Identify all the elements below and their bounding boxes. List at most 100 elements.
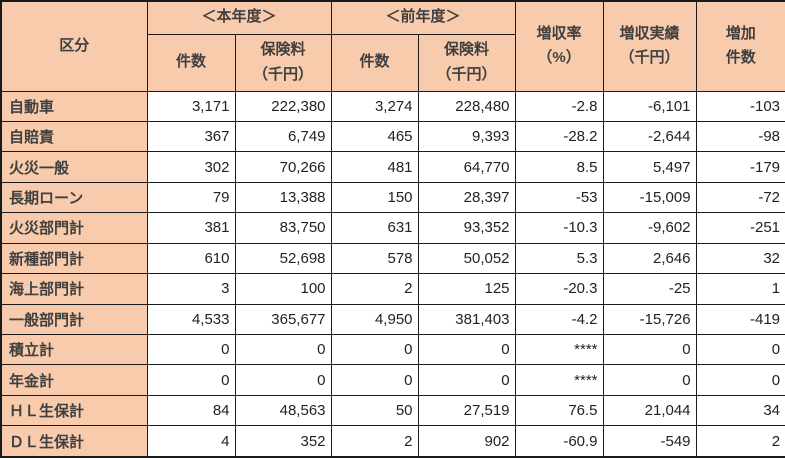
- data-cell: -53: [514, 181, 604, 214]
- data-cell: 0: [602, 364, 697, 396]
- data-cell: -10.3: [514, 212, 604, 244]
- data-cell: 610: [146, 242, 236, 275]
- data-cell: 0: [695, 333, 785, 366]
- row-label: 海上部門計: [0, 273, 148, 305]
- row-label: ＨＬ生保計: [0, 394, 148, 427]
- table-row: 一般部門計 4,533 365,677 4,950 381,403 -4.2 -15,726…: [0, 303, 785, 336]
- data-cell: 381: [146, 212, 236, 244]
- data-cell: 465: [330, 120, 419, 153]
- data-cell: 0: [330, 364, 419, 396]
- data-cell: 150: [330, 181, 419, 214]
- table-header: 区分 ＜本年度＞ ＜前年度＞ 増収率 （%） 増収実績 （千円） 増加 件数 件…: [0, 0, 785, 92]
- header-row-subcolumns: 件数 保険料 （千円） 件数 保険料 （千円）: [1, 33, 785, 92]
- header-increase-count-line2: 件数: [725, 49, 756, 67]
- header-current-year-group: ＜本年度＞: [146, 0, 332, 35]
- row-label: 年金計: [0, 364, 148, 396]
- data-cell: -28.2: [514, 120, 604, 153]
- data-cell: ****: [514, 333, 604, 366]
- data-cell: -20.3: [514, 273, 604, 305]
- header-increase-count: 増加 件数: [695, 0, 785, 92]
- header-premium-current-line1: 保険料: [260, 40, 306, 58]
- header-count-previous: 件数: [330, 33, 419, 92]
- data-cell: 5,497: [602, 151, 697, 183]
- row-label: 一般部門計: [0, 303, 148, 336]
- data-cell: 84: [146, 394, 236, 427]
- data-cell: 365,677: [234, 303, 332, 336]
- data-cell: 0: [146, 364, 236, 396]
- header-category: 区分: [0, 0, 148, 92]
- row-label: 積立計: [0, 333, 148, 366]
- data-cell: 228,480: [417, 90, 516, 122]
- data-cell: 5.3: [514, 242, 604, 275]
- data-cell: 1: [695, 273, 785, 305]
- data-cell: 79: [146, 181, 236, 214]
- data-cell: 76.5: [514, 394, 604, 427]
- table-row: 自動車 3,171 222,380 3,274 228,480 -2.8 -6,101 -10…: [0, 90, 785, 122]
- data-cell: -15,009: [602, 181, 697, 214]
- data-cell: 0: [330, 333, 419, 366]
- data-cell: 83,750: [234, 212, 332, 244]
- data-cell: -2.8: [514, 90, 604, 122]
- header-increase-count-line1: 増加: [725, 24, 756, 42]
- table-row: 火災部門計 381 83,750 631 93,352 -10.3 -9,602 -251: [0, 212, 785, 244]
- data-cell: -72: [695, 181, 785, 214]
- data-cell: -4.2: [514, 303, 604, 336]
- data-cell: 902: [417, 425, 516, 458]
- row-label: 火災一般: [0, 151, 148, 183]
- data-cell: 0: [146, 333, 236, 366]
- row-label: ＤＬ生保計: [0, 425, 148, 458]
- data-cell: 4,950: [330, 303, 419, 336]
- data-cell: 32: [695, 242, 785, 275]
- header-premium-current-line2: （千円）: [253, 65, 314, 83]
- data-cell: -2,644: [602, 120, 697, 153]
- header-growth-actual-line2: （千円）: [619, 49, 680, 67]
- data-cell: -419: [695, 303, 785, 336]
- header-growth-rate-line1: 増収率: [536, 24, 582, 42]
- data-cell: 2: [330, 425, 419, 458]
- data-cell: 578: [330, 242, 419, 275]
- data-cell: 0: [417, 333, 516, 366]
- data-cell: -25: [602, 273, 697, 305]
- data-cell: 0: [695, 364, 785, 396]
- data-cell: 27,519: [417, 394, 516, 427]
- data-cell: 70,266: [234, 151, 332, 183]
- header-growth-actual: 増収実績 （千円）: [602, 0, 697, 92]
- data-cell: -251: [695, 212, 785, 244]
- header-growth-rate-line2: （%）: [537, 49, 581, 67]
- table-row: 海上部門計 3 100 2 125 -20.3 -25 1: [0, 273, 785, 305]
- data-cell: 381,403: [417, 303, 516, 336]
- data-cell: 302: [146, 151, 236, 183]
- data-cell: 21,044: [602, 394, 697, 427]
- data-cell: -9,602: [602, 212, 697, 244]
- data-cell: 0: [417, 364, 516, 396]
- data-cell: 50: [330, 394, 419, 427]
- row-label: 火災部門計: [0, 212, 148, 244]
- data-cell: 28,397: [417, 181, 516, 214]
- data-cell: -549: [602, 425, 697, 458]
- data-cell: 3: [146, 273, 236, 305]
- data-cell: 0: [234, 333, 332, 366]
- data-cell: 352: [234, 425, 332, 458]
- data-cell: -98: [695, 120, 785, 153]
- data-cell: 13,388: [234, 181, 332, 214]
- data-cell: 64,770: [417, 151, 516, 183]
- data-cell: -103: [695, 90, 785, 122]
- header-premium-previous-line1: 保険料: [444, 40, 490, 58]
- data-cell: 4: [146, 425, 236, 458]
- row-label: 新種部門計: [0, 242, 148, 275]
- data-cell: 52,698: [234, 242, 332, 275]
- data-cell: 367: [146, 120, 236, 153]
- table-row: ＤＬ生保計 4 352 2 902 -60.9 -549 2: [0, 425, 785, 458]
- data-cell: 3,274: [330, 90, 419, 122]
- data-cell: 2: [695, 425, 785, 458]
- data-cell: ****: [514, 364, 604, 396]
- table-row: 火災一般 302 70,266 481 64,770 8.5 5,497 -179: [0, 151, 785, 183]
- data-cell: 3,171: [146, 90, 236, 122]
- data-cell: 6,749: [234, 120, 332, 153]
- data-cell: 9,393: [417, 120, 516, 153]
- data-cell: 8.5: [514, 151, 604, 183]
- data-cell: 0: [602, 333, 697, 366]
- data-cell: 34: [695, 394, 785, 427]
- data-cell: 222,380: [234, 90, 332, 122]
